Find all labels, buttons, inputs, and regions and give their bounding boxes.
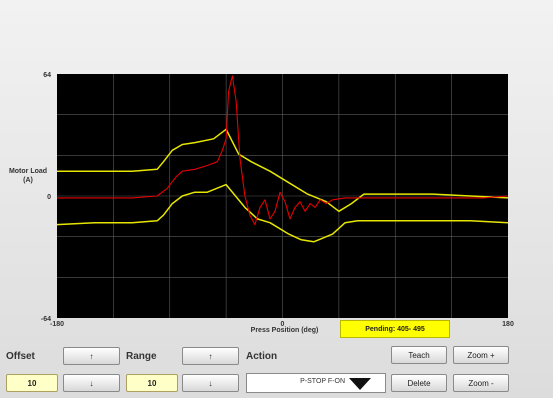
- x-tick-label: 180: [502, 321, 514, 328]
- dropdown-arrow-icon: [349, 378, 371, 390]
- offset-up-button[interactable]: ↑: [63, 347, 120, 365]
- arrow-down-icon: ↓: [89, 378, 94, 388]
- arrow-down-icon: ↓: [208, 378, 213, 388]
- action-select-value: P-STOP F-ON: [300, 378, 345, 385]
- x-tick-label: -180: [50, 321, 64, 328]
- series-line-3: [57, 75, 509, 226]
- series-line-2: [56, 183, 509, 243]
- series-line-1: [57, 128, 509, 213]
- y-tick-label: 64: [43, 72, 51, 79]
- offset-label: Offset: [6, 351, 35, 362]
- range-up-button[interactable]: ↑: [182, 347, 239, 365]
- range-value[interactable]: 10: [126, 374, 178, 392]
- pending-status: Pending: 405- 495: [340, 320, 450, 338]
- zoom-in-button[interactable]: Zoom +: [453, 346, 509, 364]
- arrow-up-icon: ↑: [208, 351, 213, 361]
- x-axis-label: Press Position (deg): [250, 327, 319, 334]
- action-select[interactable]: P-STOP F-ON: [246, 373, 386, 393]
- zoom-out-button[interactable]: Zoom -: [453, 374, 509, 392]
- action-label: Action: [246, 351, 278, 362]
- teach-button[interactable]: Teach: [391, 346, 447, 364]
- arrow-up-icon: ↑: [89, 351, 94, 361]
- range-down-button[interactable]: ↓: [182, 374, 239, 392]
- y-axis-label: Motor Load (A): [8, 168, 48, 184]
- range-label: Range: [126, 351, 157, 362]
- y-tick-label: -64: [41, 316, 51, 323]
- motor-load-chart: -180 0 180 64 0 -64: [41, 72, 514, 328]
- offset-value[interactable]: 10: [6, 374, 58, 392]
- x-tick-label: 0: [281, 321, 285, 328]
- offset-down-button[interactable]: ↓: [63, 374, 120, 392]
- y-tick-label: 0: [47, 194, 51, 201]
- delete-button[interactable]: Delete: [391, 374, 447, 392]
